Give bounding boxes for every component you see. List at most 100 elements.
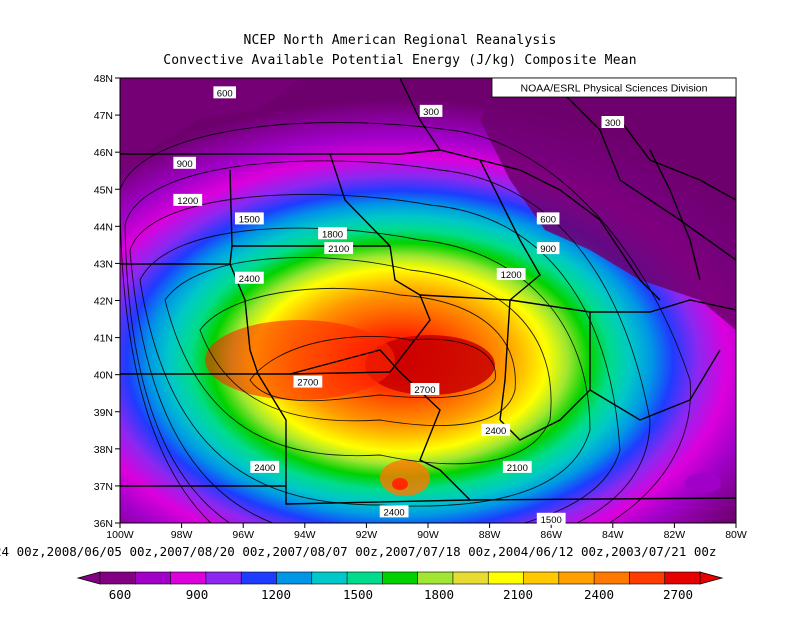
contour-label: 2100: [324, 242, 354, 255]
svg-text:2400: 2400: [239, 274, 260, 285]
lon-tick-label: 86W: [540, 529, 562, 541]
lon-tick-label: 82W: [664, 529, 686, 541]
colorbar-swatch: [240, 571, 278, 585]
svg-text:900: 900: [177, 159, 193, 170]
svg-text:300: 300: [423, 107, 439, 118]
svg-text:300: 300: [605, 118, 621, 129]
colorbar-swatch: [311, 571, 348, 585]
colorbar-arrow-left: [76, 571, 101, 585]
svg-text:2700: 2700: [414, 385, 435, 396]
colorbar-swatch: [629, 571, 666, 585]
map-title: NCEP North American Regional Reanalysis: [243, 33, 557, 48]
colorbar-swatch: [664, 571, 701, 585]
svg-text:600: 600: [540, 214, 556, 225]
lon-tick-label: 94W: [294, 529, 316, 541]
svg-text:2400: 2400: [485, 426, 506, 437]
colorbar-swatch: [276, 571, 313, 585]
colorbar-swatch: [593, 571, 631, 585]
svg-text:2100: 2100: [328, 244, 349, 255]
svg-text:600: 600: [217, 88, 233, 99]
lat-tick-label: 43N: [94, 258, 113, 270]
svg-text:2100: 2100: [507, 463, 528, 474]
lon-tick-label: 84W: [602, 529, 624, 541]
colorbar-swatch: [134, 571, 172, 585]
lon-tick-label: 92W: [356, 529, 378, 541]
lat-tick-label: 39N: [94, 407, 113, 419]
svg-text:2400: 2400: [384, 507, 405, 518]
colorbar-label: 900: [186, 587, 209, 602]
colorbar-swatch: [558, 571, 595, 585]
contour-label: 300: [601, 116, 625, 129]
lat-tick-label: 48N: [94, 73, 113, 85]
colorbar-label: 1200: [261, 587, 291, 602]
contour-label: 1200: [173, 193, 203, 207]
lat-tick-label: 44N: [94, 221, 113, 233]
colorbar-arrow-right: [699, 571, 724, 585]
lat-tick-label: 42N: [94, 296, 113, 308]
colorbar-swatch: [346, 571, 384, 585]
lat-tick-label: 38N: [94, 444, 113, 456]
lon-tick-label: 96W: [232, 529, 254, 541]
svg-text:1500: 1500: [541, 515, 562, 526]
contour-label: 900: [173, 156, 196, 170]
lon-tick-label: 80W: [725, 529, 747, 541]
composite-dates: 24 00z,2008/06/05 00z,2007/08/20 00z,200…: [0, 544, 800, 562]
colorbar-label: 600: [109, 587, 132, 602]
contour-label: 2400: [481, 423, 511, 437]
contour-label: 600: [536, 212, 560, 225]
colorbar-swatch: [205, 571, 242, 585]
svg-text:1800: 1800: [322, 229, 343, 240]
contour-label: 900: [536, 242, 560, 255]
colorbar-label: 2700: [663, 587, 693, 602]
svg-text:900: 900: [540, 244, 556, 255]
colorbar-label: 1500: [343, 587, 373, 602]
colorbar-swatch: [487, 571, 525, 585]
colorbar: 600 900 1200 1500 1800 2100 2400 2700: [76, 571, 724, 602]
colorbar-swatch: [170, 571, 207, 585]
lat-tick-label: 47N: [94, 110, 113, 122]
colorbar-label: 1800: [424, 587, 454, 602]
svg-text:2700: 2700: [297, 378, 318, 389]
colorbar-swatch: [99, 571, 137, 585]
credit-box: NOAA/ESRL Physical Sciences Division: [491, 77, 737, 98]
contour-label: 1200: [496, 268, 526, 281]
contour-label: 2700: [410, 383, 440, 396]
lat-tick-label: 37N: [94, 481, 113, 493]
composite-dates-text: 24 00z,2008/06/05 00z,2007/08/20 00z,200…: [0, 544, 717, 559]
contour-label: 1500: [536, 512, 566, 526]
lat-tick-label: 45N: [94, 184, 113, 196]
lon-tick-label: 88W: [479, 529, 501, 541]
contour-label: 1500: [234, 212, 264, 225]
colorbar-swatch: [417, 571, 454, 585]
colorbar-swatch: [452, 571, 490, 585]
lon-tick-label: 100W: [106, 529, 134, 541]
contour-labels: 600 300 300 900 1200 1500 600 1800 2100 900 2400 12…: [173, 86, 625, 526]
contour-label: 2400: [234, 271, 264, 285]
longitude-axis: 100W 98W 96W 94W 92W 90W 88W 86W 84W 82W 80W: [106, 523, 747, 541]
contour-label: 1800: [318, 227, 347, 240]
latitude-axis: 36N 37N 38N 39N 40N 41N 42N 43N 44N 45N 46N 47N 48N: [94, 73, 120, 530]
map-subtitle: Convective Available Potential Energy (J…: [163, 53, 637, 68]
contour-label: 2100: [502, 460, 532, 474]
credit-label: NOAA/ESRL Physical Sciences Division: [521, 83, 708, 95]
lat-tick-label: 40N: [94, 370, 113, 382]
svg-text:2400: 2400: [254, 463, 275, 474]
colorbar-label: 2100: [503, 587, 533, 602]
colorbar-swatch: [382, 571, 419, 585]
contour-label: 2400: [250, 460, 280, 474]
contour-label: 2700: [293, 375, 323, 389]
svg-text:1200: 1200: [501, 270, 522, 281]
lat-tick-label: 36N: [94, 518, 113, 530]
contour-label: 300: [419, 104, 443, 118]
cape-field: [120, 78, 736, 523]
contour-label: 2400: [379, 505, 409, 518]
svg-text:1500: 1500: [239, 214, 260, 225]
colorbar-label: 2400: [584, 587, 614, 602]
lon-tick-label: 98W: [171, 529, 193, 541]
lat-tick-label: 46N: [94, 147, 113, 159]
lon-tick-label: 90W: [417, 529, 439, 541]
contour-label: 600: [213, 86, 237, 99]
colorbar-swatch: [523, 571, 560, 585]
svg-text:1200: 1200: [177, 196, 198, 207]
